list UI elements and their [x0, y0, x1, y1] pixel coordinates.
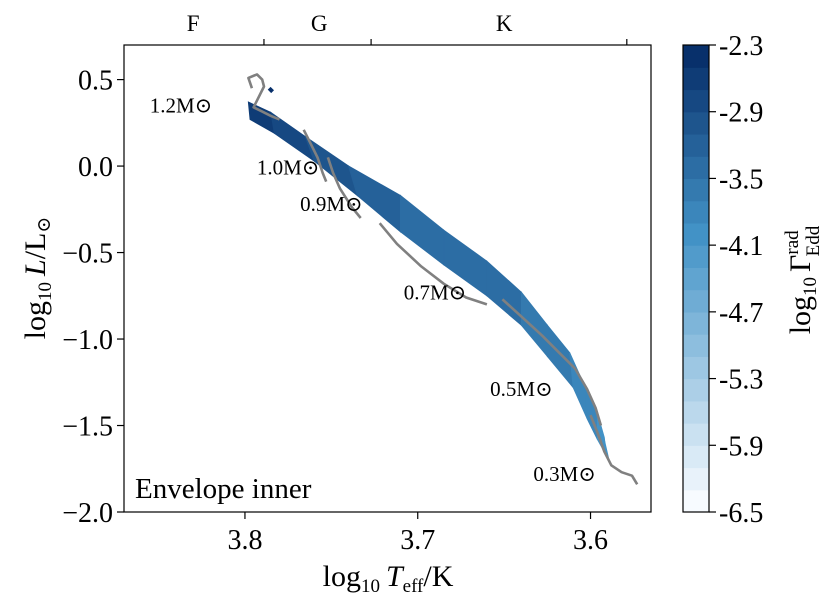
track-1.2-msun	[247, 73, 280, 121]
colorbar-level	[683, 445, 709, 469]
x-axis-ticks: 3.8 3.7 3.6	[227, 512, 608, 556]
y-axis-label: log10L/L⊙	[19, 217, 56, 340]
colorbar-tick-label: -2.9	[719, 98, 763, 129]
colorbar-tick-label: -4.1	[719, 231, 763, 262]
colorbar-tick-label: -3.5	[719, 164, 763, 195]
track-label-1.2: 1.2M⊙	[150, 93, 213, 117]
colorbar-tick-label: -6.5	[719, 498, 763, 529]
colorbar-level	[683, 111, 709, 135]
y-tick-label: −1.5	[62, 412, 113, 443]
x-tick-label: 3.6	[573, 525, 608, 556]
colorbar-level	[683, 334, 709, 357]
spectral-class-label: G	[311, 11, 328, 36]
colorbar-level	[683, 45, 709, 68]
band-fragment	[267, 86, 275, 94]
colorbar-level	[683, 423, 709, 446]
band-cell	[486, 260, 522, 327]
panel-annotation: Envelope inner	[135, 473, 312, 505]
band-cell	[247, 101, 275, 135]
colorbar-level	[683, 467, 709, 491]
evolution-tracks	[247, 73, 639, 485]
spectral-class-label: K	[496, 11, 513, 36]
band-cell	[604, 437, 610, 461]
colorbar-level	[683, 311, 709, 335]
colorbar-tick-label: -5.3	[719, 365, 763, 396]
colorbar-level	[683, 400, 709, 424]
colorbar	[683, 45, 709, 513]
y-tick-label: 0.5	[78, 66, 113, 97]
colorbar-frame	[682, 44, 710, 513]
colorbar-level	[683, 245, 709, 268]
y-tick-label: −0.5	[62, 239, 113, 270]
y-tick-label: 0.0	[78, 152, 113, 183]
x-axis-label: log10 Teff/K	[323, 560, 454, 597]
colorbar-level	[683, 489, 709, 513]
colorbar-ticks: -2.3 -2.9 -3.5 -4.1 -4.7 -5.3 -5.9 -6.5	[709, 31, 763, 529]
track-label-0.5: 0.5M⊙	[490, 377, 553, 401]
colorbar-level	[683, 178, 709, 202]
track-0.5-msun	[501, 298, 603, 426]
colorbar-level	[683, 89, 709, 113]
colorbar-level	[683, 133, 709, 157]
y-tick-label: −2.0	[62, 498, 113, 529]
x-tick-label: 3.7	[400, 525, 435, 556]
track-0.9-msun	[326, 156, 362, 219]
track-label-0.9: 0.9M⊙	[300, 192, 363, 216]
colorbar-level	[683, 67, 709, 91]
colorbar-tick-label: -2.3	[719, 31, 763, 62]
track-0.3-msun	[589, 414, 639, 485]
x-tick-label: 3.8	[227, 525, 262, 556]
colorbar-level	[683, 267, 709, 291]
colorbar-tick-label: -4.7	[719, 298, 763, 329]
colorbar-tick-label: -5.9	[719, 431, 763, 462]
track-labels: 1.2M⊙ 1.0M⊙ 0.9M⊙ 0.7M⊙ 0.5M⊙ 0.3M⊙	[150, 93, 596, 485]
track-0.7-msun	[378, 222, 488, 306]
colorbar-level	[683, 200, 709, 224]
y-tick-label: −1.0	[62, 325, 113, 356]
gamma-edd-band	[247, 86, 610, 461]
colorbar-level	[683, 222, 709, 246]
colorbar-level	[683, 378, 709, 402]
colorbar-level	[683, 289, 709, 313]
y-axis-ticks: 0.5 0.0 −0.5 −1.0 −1.5 −2.0	[62, 66, 124, 529]
track-label-0.3: 0.3M⊙	[533, 462, 596, 486]
colorbar-label: log10ΓradEdd	[782, 225, 824, 334]
track-1.0-msun	[302, 129, 328, 183]
colorbar-level	[683, 356, 709, 380]
plot-frame	[123, 44, 652, 513]
colorbar-level	[683, 156, 709, 180]
track-label-1.0: 1.0M⊙	[257, 156, 320, 180]
band-cell	[520, 290, 548, 358]
band-cell	[584, 387, 598, 440]
track-label-0.7: 0.7M⊙	[404, 280, 467, 304]
spectral-class-label: F	[187, 11, 200, 36]
